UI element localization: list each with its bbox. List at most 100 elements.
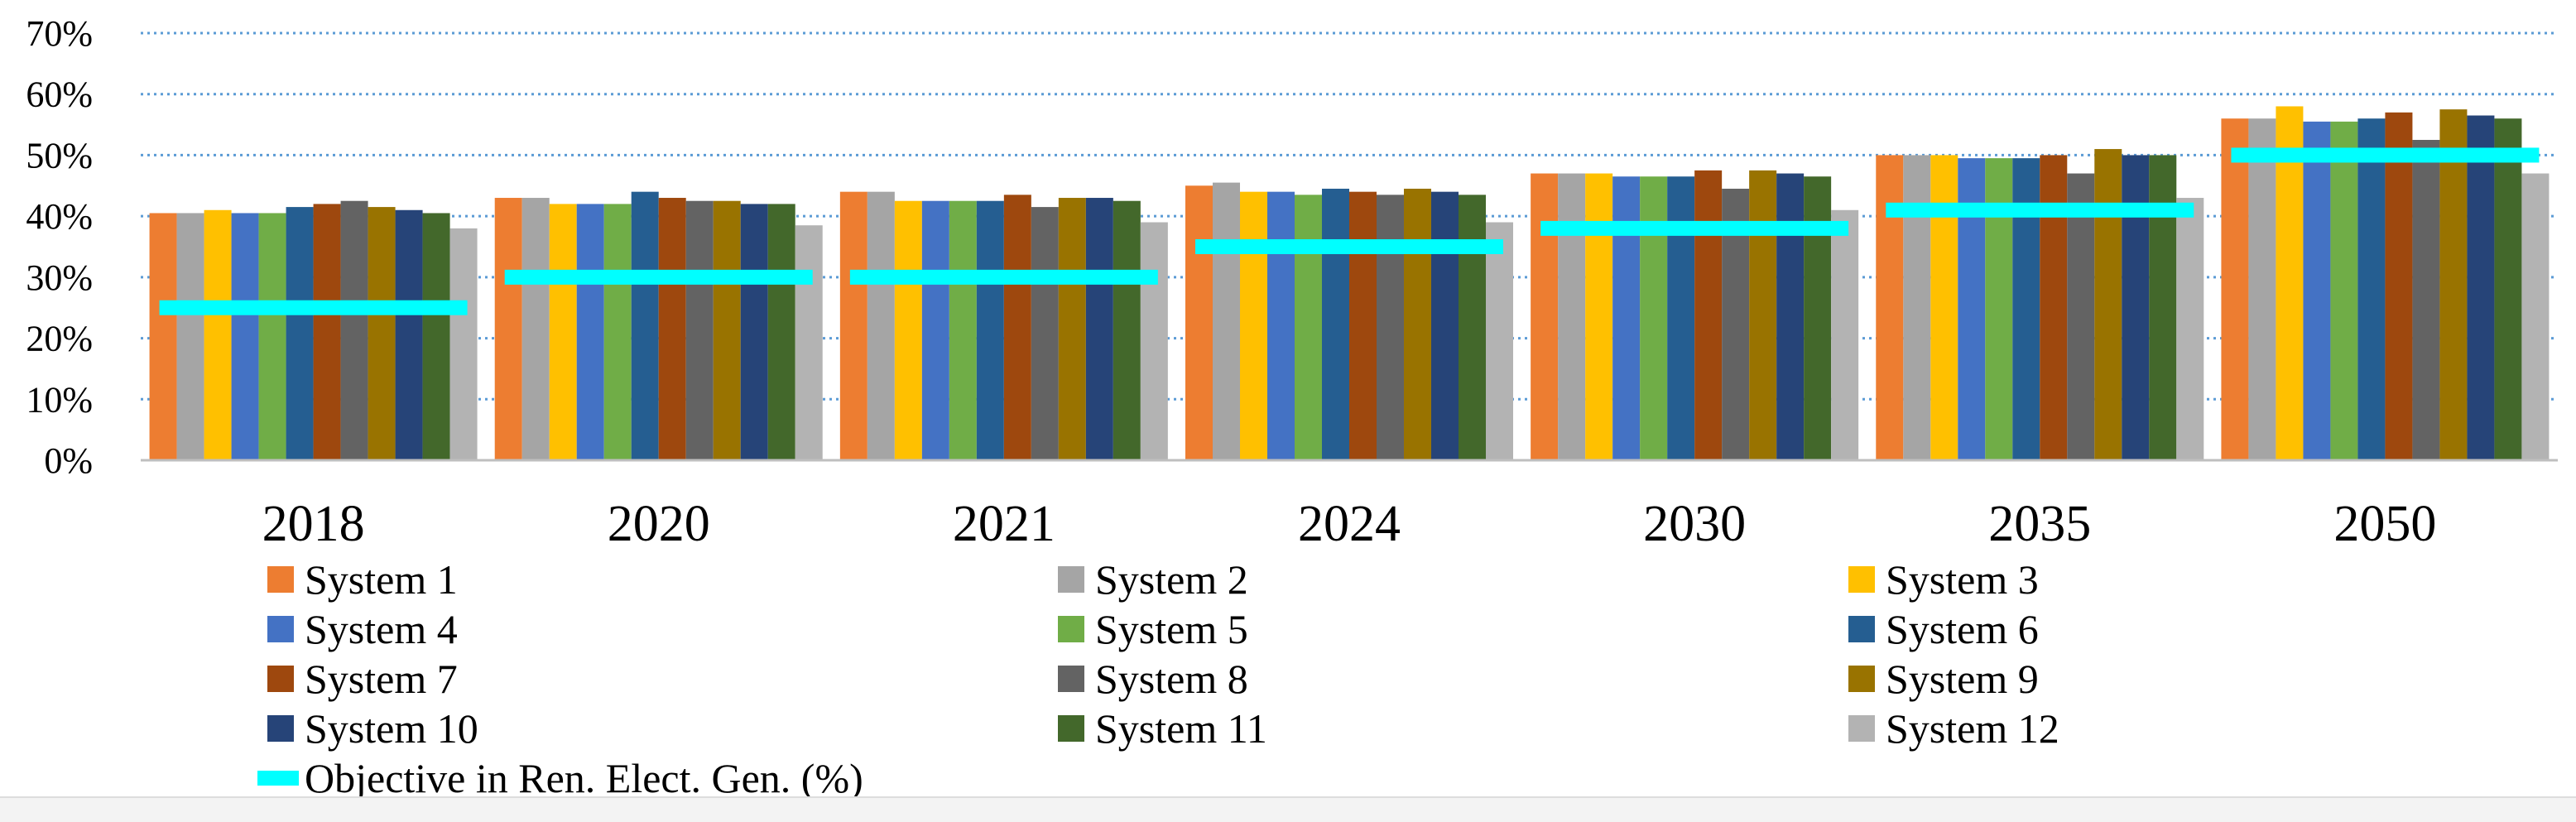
bar-system-1-2021 <box>839 191 867 460</box>
bar-system-1-2020 <box>494 198 522 460</box>
x-tick-label: 2050 <box>2333 496 2436 552</box>
legend-swatch <box>267 666 294 692</box>
bar-system-11-2030 <box>1804 176 1832 460</box>
legend: System 1 System 2 System 3 System 4 System 5… <box>257 556 2059 801</box>
bar-system-3-2018 <box>204 209 232 460</box>
bar-system-2-2021 <box>867 191 895 460</box>
bar-system-8-2018 <box>340 200 368 460</box>
objective-marker-2030 <box>1540 220 1849 236</box>
legend-label: System 8 <box>1095 656 1248 702</box>
x-tick-label: 2030 <box>1643 496 1746 552</box>
objective-marker-2020 <box>504 269 813 285</box>
legend-label: System 7 <box>305 656 458 702</box>
bar-system-5-2024 <box>1295 195 1322 461</box>
legend-swatch <box>1058 566 1084 593</box>
bar-system-10-2020 <box>740 204 768 460</box>
objective-marker-2035 <box>1886 202 2194 218</box>
bar-system-2-2024 <box>1213 182 1240 460</box>
bar-system-9-2018 <box>368 207 396 461</box>
legend-swatch <box>1848 616 1875 642</box>
bar-system-7-2050 <box>2385 112 2413 461</box>
bar-system-11-2035 <box>2149 155 2177 460</box>
bar-system-12-2030 <box>1831 209 1859 460</box>
bar-system-3-2024 <box>1240 191 1267 460</box>
bar-system-7-2020 <box>658 198 686 460</box>
objective-markers <box>159 147 2540 315</box>
bar-system-5-2050 <box>2330 121 2358 460</box>
legend-label: System 3 <box>1886 556 2039 603</box>
bar-system-11-2024 <box>1459 195 1486 461</box>
legend-label: System 2 <box>1095 556 1248 603</box>
legend-objective-swatch <box>257 771 299 786</box>
bar-system-5-2020 <box>603 204 632 460</box>
bar-system-4-2050 <box>2303 121 2331 460</box>
bar-system-5-2030 <box>1640 176 1668 460</box>
bar-system-8-2020 <box>685 200 714 460</box>
legend-swatch <box>1848 715 1875 742</box>
bar-system-3-2020 <box>549 204 577 460</box>
legend-swatch <box>1058 715 1084 742</box>
legend-label: System 10 <box>305 705 478 752</box>
x-tick-label: 2024 <box>1298 496 1401 552</box>
legend-objective-label: Objective in Ren. Elect. Gen. (%) <box>305 755 863 801</box>
x-tick-label: 2035 <box>1988 496 2091 552</box>
x-tick-label: 2018 <box>262 496 365 552</box>
bar-system-11-2020 <box>767 204 795 460</box>
objective-marker-2021 <box>849 269 1158 285</box>
legend-swatch <box>1058 616 1084 642</box>
legend-label: System 12 <box>1886 705 2059 752</box>
bar-system-4-2021 <box>921 200 949 460</box>
legend-swatch <box>267 566 294 593</box>
bar-system-7-2024 <box>1349 191 1377 460</box>
bar-system-12-2018 <box>449 228 478 460</box>
bar-system-1-2030 <box>1531 173 1559 461</box>
bar-system-6-2018 <box>286 207 314 461</box>
bar-system-9-2020 <box>713 200 741 460</box>
bar-system-6-2030 <box>1667 176 1695 460</box>
bar-system-12-2024 <box>1486 222 1513 460</box>
bar-system-10-2021 <box>1085 198 1113 460</box>
legend-swatch <box>1848 566 1875 593</box>
bar-system-7-2021 <box>1003 195 1031 461</box>
bar-system-6-2020 <box>631 191 659 460</box>
bottom-strip <box>0 796 2576 822</box>
legend-swatch <box>267 715 294 742</box>
bar-system-9-2030 <box>1749 170 1777 460</box>
objective-marker-2050 <box>2231 147 2540 163</box>
bar-system-2-2030 <box>1558 173 1586 461</box>
bar-system-10-2024 <box>1431 191 1459 460</box>
bar-system-11-2050 <box>2494 118 2522 460</box>
bar-system-10-2050 <box>2467 115 2495 460</box>
x-tick-label: 2021 <box>953 496 1055 552</box>
legend-label: System 9 <box>1886 656 2039 702</box>
bar-system-11-2018 <box>422 213 450 460</box>
bar-system-10-2030 <box>1776 173 1805 461</box>
bar-system-1-2024 <box>1185 185 1213 461</box>
bar-system-6-2050 <box>2357 118 2386 460</box>
legend-swatch <box>1848 666 1875 692</box>
bar-system-4-2020 <box>576 204 604 460</box>
bar-system-3-2035 <box>1930 155 1958 460</box>
bar-system-11-2021 <box>1113 200 1141 460</box>
y-tick-label: 40% <box>26 196 93 237</box>
bar-system-9-2021 <box>1058 198 1086 460</box>
legend-label: System 6 <box>1886 606 2039 652</box>
objective-marker-2018 <box>159 300 468 315</box>
bar-system-8-2035 <box>2067 173 2095 461</box>
objective-marker-2024 <box>1195 239 1503 254</box>
bar-system-4-2018 <box>231 213 259 460</box>
bar-system-3-2021 <box>894 200 922 460</box>
y-tick-label: 70% <box>26 13 93 54</box>
bar-system-2-2035 <box>1903 155 1931 460</box>
bar-system-3-2030 <box>1585 173 1613 461</box>
bar-system-6-2024 <box>1322 188 1349 460</box>
axes: 0% 10% 20% 30% 40% 50% 60% 70% 2018 2020 2021 2024 2… <box>26 13 2558 552</box>
bar-system-5-2021 <box>949 200 977 460</box>
legend-label: System 1 <box>305 556 458 603</box>
bar-system-12-2050 <box>2521 173 2550 461</box>
bar-system-2-2020 <box>521 198 550 460</box>
bar-system-1-2050 <box>2221 118 2249 460</box>
bar-system-1-2018 <box>149 213 177 460</box>
bar-system-10-2035 <box>2122 155 2150 460</box>
